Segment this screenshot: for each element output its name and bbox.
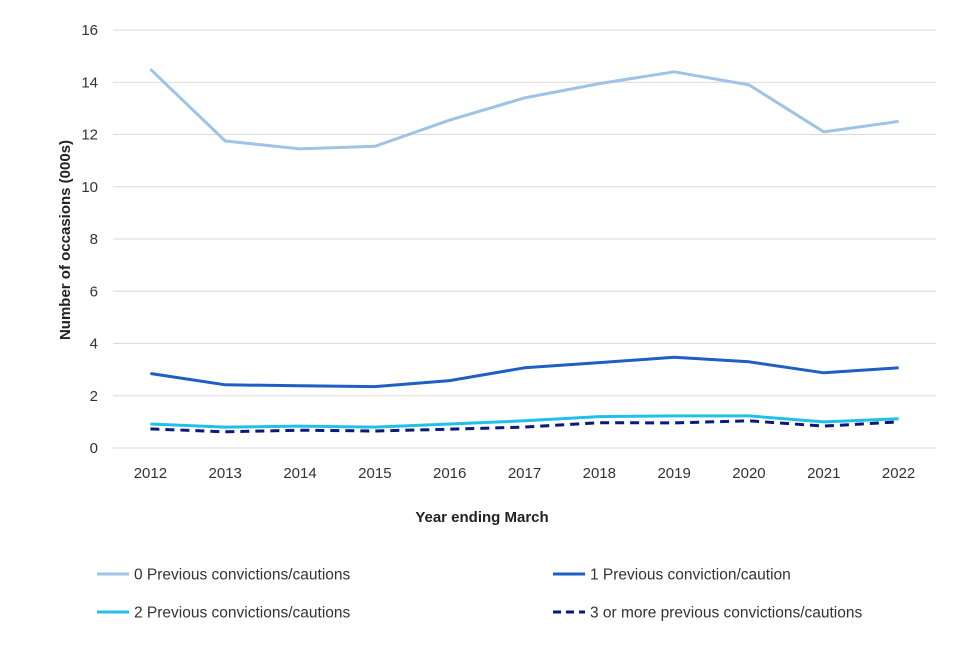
series-line-4 bbox=[150, 419, 899, 434]
series-lines bbox=[149, 68, 899, 434]
x-tick-label: 2016 bbox=[433, 465, 466, 482]
legend-item: 0 Previous convictions/cautions bbox=[97, 567, 351, 584]
x-axis-ticks: 2012 2013 2014 2015 2016 2017 2018 2019 2020 2021… bbox=[134, 465, 916, 482]
y-axis-title: Number of occasions (000s) bbox=[57, 140, 74, 340]
legend-label: 2 Previous convictions/cautions bbox=[134, 605, 351, 622]
y-tick-label: 0 bbox=[90, 440, 98, 457]
series-line-2 bbox=[150, 355, 899, 389]
y-axis-ticks: 0 2 4 6 8 10 12 14 16 bbox=[81, 22, 98, 457]
legend-label: 0 Previous convictions/cautions bbox=[134, 567, 351, 584]
series-line-3 bbox=[150, 414, 899, 429]
gridlines bbox=[113, 29, 936, 449]
x-tick-label: 2018 bbox=[583, 465, 616, 482]
x-tick-label: 2015 bbox=[358, 465, 391, 482]
x-tick-label: 2021 bbox=[807, 465, 840, 482]
x-tick-label: 2013 bbox=[209, 465, 242, 482]
y-tick-label: 8 bbox=[90, 231, 98, 248]
y-tick-label: 12 bbox=[81, 127, 98, 144]
legend-item: 3 or more previous convictions/cautions bbox=[553, 605, 862, 622]
x-tick-label: 2012 bbox=[134, 465, 167, 482]
y-tick-label: 6 bbox=[90, 283, 98, 300]
y-tick-label: 2 bbox=[90, 388, 98, 405]
y-tick-label: 14 bbox=[81, 74, 98, 91]
y-tick-label: 10 bbox=[81, 179, 98, 196]
x-tick-label: 2020 bbox=[732, 465, 765, 482]
series-line-1 bbox=[149, 68, 899, 151]
x-tick-label: 2022 bbox=[882, 465, 915, 482]
x-tick-label: 2014 bbox=[283, 465, 316, 482]
y-tick-label: 4 bbox=[90, 336, 98, 353]
x-axis-title: Year ending March bbox=[415, 509, 548, 526]
legend-label: 1 Previous conviction/caution bbox=[590, 567, 791, 584]
legend-item: 2 Previous convictions/cautions bbox=[97, 605, 351, 622]
x-tick-label: 2019 bbox=[657, 465, 690, 482]
legend-label: 3 or more previous convictions/cautions bbox=[590, 605, 862, 622]
legend: 0 Previous convictions/cautions 1 Previou… bbox=[97, 567, 862, 622]
y-tick-label: 16 bbox=[81, 22, 98, 39]
legend-item: 1 Previous conviction/caution bbox=[553, 567, 791, 584]
x-tick-label: 2017 bbox=[508, 465, 541, 482]
